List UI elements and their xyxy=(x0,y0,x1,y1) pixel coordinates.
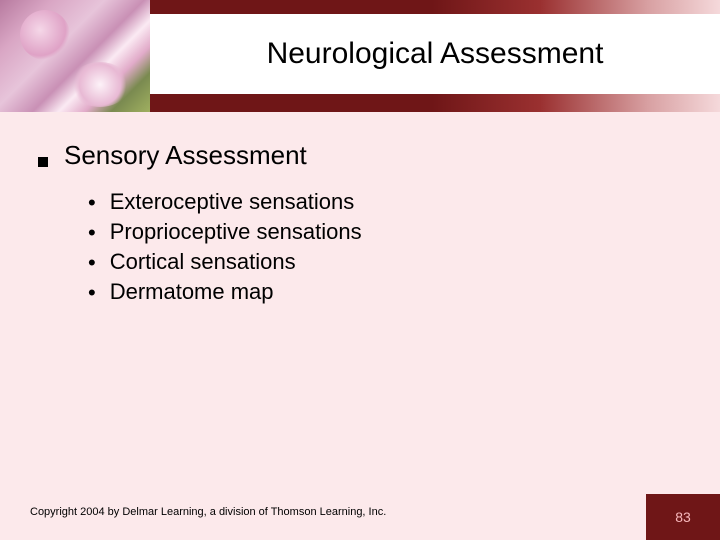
sub-bullet-text: Exteroceptive sensations xyxy=(110,189,355,215)
header-band: Neurological Assessment xyxy=(0,0,720,112)
slide-title: Neurological Assessment xyxy=(267,37,604,71)
sub-bullet-text: Dermatome map xyxy=(110,279,274,305)
list-item: • Exteroceptive sensations xyxy=(88,189,690,215)
page-number-box: 83 xyxy=(646,494,720,540)
sub-bullet-text: Proprioceptive sensations xyxy=(110,219,362,245)
dot-bullet-icon: • xyxy=(88,192,96,214)
copyright-footer: Copyright 2004 by Delmar Learning, a div… xyxy=(30,506,386,518)
dot-bullet-icon: • xyxy=(88,222,96,244)
list-item: • Dermatome map xyxy=(88,279,690,305)
decorative-photo xyxy=(0,0,150,112)
sub-bullet-list: • Exteroceptive sensations • Propriocept… xyxy=(88,189,690,305)
square-bullet-icon xyxy=(38,157,48,167)
main-bullet: Sensory Assessment xyxy=(38,140,690,171)
title-area: Neurological Assessment xyxy=(150,14,720,94)
dot-bullet-icon: • xyxy=(88,282,96,304)
dot-bullet-icon: • xyxy=(88,252,96,274)
list-item: • Proprioceptive sensations xyxy=(88,219,690,245)
content-area: Sensory Assessment • Exteroceptive sensa… xyxy=(38,140,690,309)
page-number: 83 xyxy=(675,509,691,525)
sub-bullet-text: Cortical sensations xyxy=(110,249,296,275)
main-bullet-text: Sensory Assessment xyxy=(64,140,307,171)
list-item: • Cortical sensations xyxy=(88,249,690,275)
